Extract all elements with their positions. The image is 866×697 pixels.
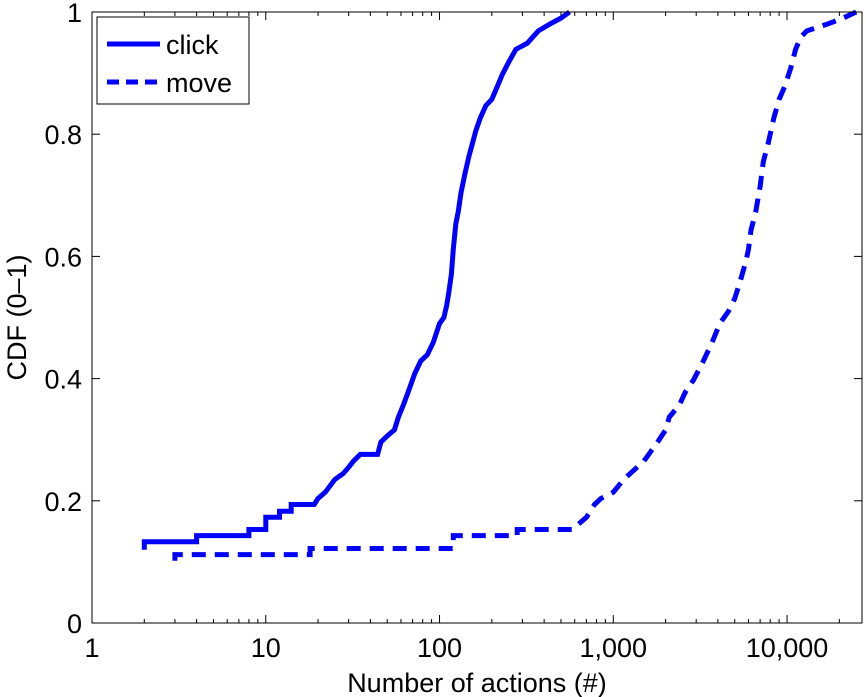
y-tick-label: 0.8 (44, 120, 82, 150)
legend-label-click: click (166, 30, 219, 60)
y-axis-title: CDF (0–1) (2, 254, 32, 380)
legend-label-move: move (166, 68, 232, 98)
ticks-layer: 1 10 100 1,000 10,000 0 0.2 0.4 0.6 0.8 1 (44, 0, 862, 663)
plot-frame (91, 11, 863, 624)
series-layer (141, 9, 858, 561)
y-tick-label: 0.6 (44, 242, 82, 272)
legend-box (96, 16, 250, 105)
y-tick-label: 0 (67, 609, 82, 639)
series-line-move (172, 9, 858, 561)
y-tick-label: 0.2 (44, 487, 82, 517)
x-tick-label: 100 (417, 633, 462, 663)
x-tick-label: 1 (84, 633, 99, 663)
series-line-click (141, 9, 571, 550)
y-tick-label: 1 (67, 0, 82, 28)
x-tick-label: 1,000 (579, 633, 647, 663)
x-tick-label: 10 (251, 633, 281, 663)
x-axis-title: Number of actions (#) (347, 668, 607, 697)
legend: click move (96, 16, 250, 105)
x-tick-label: 10,000 (746, 633, 829, 663)
y-tick-label: 0.4 (44, 365, 82, 395)
